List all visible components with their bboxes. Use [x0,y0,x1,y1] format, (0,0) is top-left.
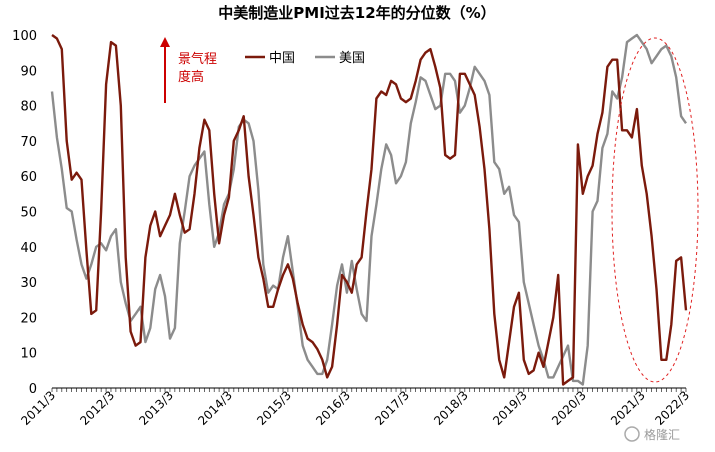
up-arrow-head-icon [160,37,170,47]
x-tick-label: 2011/3 [18,388,58,428]
x-tick-label: 2014/3 [195,388,235,428]
y-tick-label: 90 [20,64,37,79]
y-axis-ticks: 0 10 20 30 40 50 60 70 80 90 100 [12,29,37,397]
legend-label: 美国 [339,51,365,66]
y-tick-label: 80 [20,100,37,115]
x-tick-label: 2016/3 [313,388,353,428]
y-tick-label: 30 [20,276,37,291]
y-tick-label: 20 [20,311,37,326]
x-tick-label: 2018/3 [431,388,471,428]
chart-title: 中美制造业PMI过去12年的分位数（%） [218,4,495,22]
annotation-line-1: 景气程 [178,51,217,67]
y-tick-label: 0 [29,382,37,397]
watermark: 格隆汇 [624,426,680,442]
x-tick-label: 2013/3 [136,388,176,428]
x-tick-label: 2017/3 [372,388,412,428]
x-tick-label: 2019/3 [490,388,530,428]
legend: 中国 美国 [245,51,365,66]
x-tick-label: 2021/3 [608,388,648,428]
y-tick-label: 50 [20,206,37,221]
y-tick-label: 40 [20,241,37,256]
y-tick-label: 60 [20,170,37,185]
x-tick-label: 2012/3 [77,388,117,428]
x-axis: 2011/3 2012/3 2013/3 2014/3 2015/3 2016/3 2017… [18,387,692,428]
watermark-text: 格隆汇 [644,427,680,442]
series-line-china [51,34,688,386]
y-tick-label: 100 [12,29,37,44]
series-line-us [50,33,687,386]
series-lines [50,33,688,386]
legend-label: 中国 [269,51,295,66]
y-tick-label: 10 [20,347,37,362]
y-tick-label: 70 [20,135,37,150]
x-tick-label: 2015/3 [254,388,294,428]
x-tick-label: 2022/3 [652,388,692,428]
annotation: 景气程 度高 [160,37,217,103]
watermark-logo-icon [624,426,640,442]
highlight-ellipse [611,37,699,383]
x-tick-label: 2020/3 [549,388,589,428]
annotation-line-2: 度高 [178,69,204,85]
